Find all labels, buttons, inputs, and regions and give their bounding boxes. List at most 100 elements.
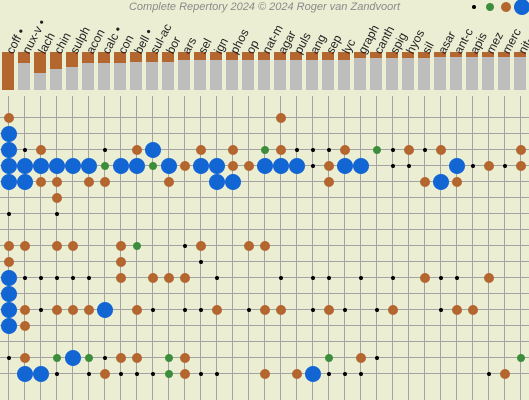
grade-3-dot[interactable] xyxy=(403,144,414,155)
grade-1-dot[interactable] xyxy=(86,371,91,376)
grade-3-dot[interactable] xyxy=(51,304,62,315)
grade-4-dot[interactable] xyxy=(16,173,33,190)
grade-1-dot[interactable] xyxy=(374,355,379,360)
grade-1-dot[interactable] xyxy=(6,211,11,216)
grade-1-dot[interactable] xyxy=(54,275,59,280)
grade-3-dot[interactable] xyxy=(51,176,62,187)
grade-2-dot[interactable] xyxy=(132,241,141,250)
grade-1-dot[interactable] xyxy=(22,147,27,152)
grade-3-dot[interactable] xyxy=(339,144,350,155)
grade-1-dot[interactable] xyxy=(486,371,491,376)
grade-1-dot[interactable] xyxy=(390,275,395,280)
grade-3-dot[interactable] xyxy=(435,144,446,155)
grade-3-dot[interactable] xyxy=(259,368,270,379)
grade-4-dot[interactable] xyxy=(224,173,241,190)
grade-1-dot[interactable] xyxy=(294,147,299,152)
grade-2-dot[interactable] xyxy=(516,353,525,362)
grade-3-dot[interactable] xyxy=(451,176,462,187)
grade-4-dot[interactable] xyxy=(432,173,449,190)
grade-1-dot[interactable] xyxy=(182,243,187,248)
grade-4-dot[interactable] xyxy=(0,173,17,190)
grade-1-dot[interactable] xyxy=(134,371,139,376)
grade-1-dot[interactable] xyxy=(326,275,331,280)
grade-3-dot[interactable] xyxy=(83,176,94,187)
grade-3-dot[interactable] xyxy=(35,176,46,187)
grade-3-dot[interactable] xyxy=(3,112,14,123)
grade-3-dot[interactable] xyxy=(115,272,126,283)
grade-3-dot[interactable] xyxy=(131,144,142,155)
grade-3-dot[interactable] xyxy=(243,240,254,251)
grade-1-dot[interactable] xyxy=(358,371,363,376)
grade-4-dot[interactable] xyxy=(0,285,17,302)
grade-1-dot[interactable] xyxy=(150,307,155,312)
grade-4-dot[interactable] xyxy=(96,301,113,318)
grade-3-dot[interactable] xyxy=(147,272,158,283)
grade-1-dot[interactable] xyxy=(54,211,59,216)
grade-3-dot[interactable] xyxy=(83,304,94,315)
grade-3-dot[interactable] xyxy=(19,304,30,315)
grade-1-dot[interactable] xyxy=(358,275,363,280)
grade-1-dot[interactable] xyxy=(342,307,347,312)
grade-3-dot[interactable] xyxy=(499,368,510,379)
grade-1-dot[interactable] xyxy=(390,147,395,152)
grade-4-dot[interactable] xyxy=(16,365,33,382)
grade-3-dot[interactable] xyxy=(227,160,238,171)
grade-3-dot[interactable] xyxy=(227,144,238,155)
grade-4-dot[interactable] xyxy=(80,157,97,174)
grade-4-dot[interactable] xyxy=(0,317,17,334)
grade-3-dot[interactable] xyxy=(195,144,206,155)
grade-1-dot[interactable] xyxy=(54,371,59,376)
grade-3-dot[interactable] xyxy=(195,240,206,251)
grade-4-dot[interactable] xyxy=(0,141,17,158)
grade-4-dot[interactable] xyxy=(0,157,17,174)
grade-3-dot[interactable] xyxy=(179,352,190,363)
grade-4-dot[interactable] xyxy=(48,157,65,174)
grade-3-dot[interactable] xyxy=(131,304,142,315)
grade-1-dot[interactable] xyxy=(326,371,331,376)
grade-3-dot[interactable] xyxy=(211,304,222,315)
grade-2-dot[interactable] xyxy=(52,353,61,362)
grade-3-dot[interactable] xyxy=(483,272,494,283)
grade-3-dot[interactable] xyxy=(179,160,190,171)
grade-4-dot[interactable] xyxy=(288,157,305,174)
grade-3-dot[interactable] xyxy=(387,304,398,315)
grade-1-dot[interactable] xyxy=(438,275,443,280)
grade-1-dot[interactable] xyxy=(102,147,107,152)
grade-4-dot[interactable] xyxy=(192,157,209,174)
grade-3-dot[interactable] xyxy=(483,160,494,171)
grade-1-dot[interactable] xyxy=(278,275,283,280)
grade-4-dot[interactable] xyxy=(32,365,49,382)
grade-3-dot[interactable] xyxy=(163,272,174,283)
grade-1-dot[interactable] xyxy=(198,259,203,264)
grade-1-dot[interactable] xyxy=(422,147,427,152)
grade-1-dot[interactable] xyxy=(70,275,75,280)
grade-3-dot[interactable] xyxy=(243,160,254,171)
grade-3-dot[interactable] xyxy=(467,304,478,315)
grade-4-dot[interactable] xyxy=(32,157,49,174)
grade-1-dot[interactable] xyxy=(342,371,347,376)
grade-3-dot[interactable] xyxy=(291,368,302,379)
grade-3-dot[interactable] xyxy=(259,240,270,251)
grade-3-dot[interactable] xyxy=(515,144,526,155)
grade-4-dot[interactable] xyxy=(448,157,465,174)
grade-3-dot[interactable] xyxy=(259,304,270,315)
grade-3-dot[interactable] xyxy=(419,176,430,187)
grade-4-dot[interactable] xyxy=(208,173,225,190)
grade-3-dot[interactable] xyxy=(515,160,526,171)
grade-4-dot[interactable] xyxy=(304,365,321,382)
grade-1-dot[interactable] xyxy=(246,307,251,312)
grade-1-dot[interactable] xyxy=(502,163,507,168)
grade-2-dot[interactable] xyxy=(372,145,381,154)
grade-1-dot[interactable] xyxy=(390,163,395,168)
grade-3-dot[interactable] xyxy=(99,176,110,187)
grade-1-dot[interactable] xyxy=(326,147,331,152)
grade-1-dot[interactable] xyxy=(454,275,459,280)
grade-1-dot[interactable] xyxy=(310,163,315,168)
grade-1-dot[interactable] xyxy=(102,355,107,360)
grade-4-dot[interactable] xyxy=(272,157,289,174)
grade-3-dot[interactable] xyxy=(115,240,126,251)
grade-1-dot[interactable] xyxy=(38,307,43,312)
grade-3-dot[interactable] xyxy=(323,304,334,315)
grade-3-dot[interactable] xyxy=(51,240,62,251)
grade-3-dot[interactable] xyxy=(451,304,462,315)
